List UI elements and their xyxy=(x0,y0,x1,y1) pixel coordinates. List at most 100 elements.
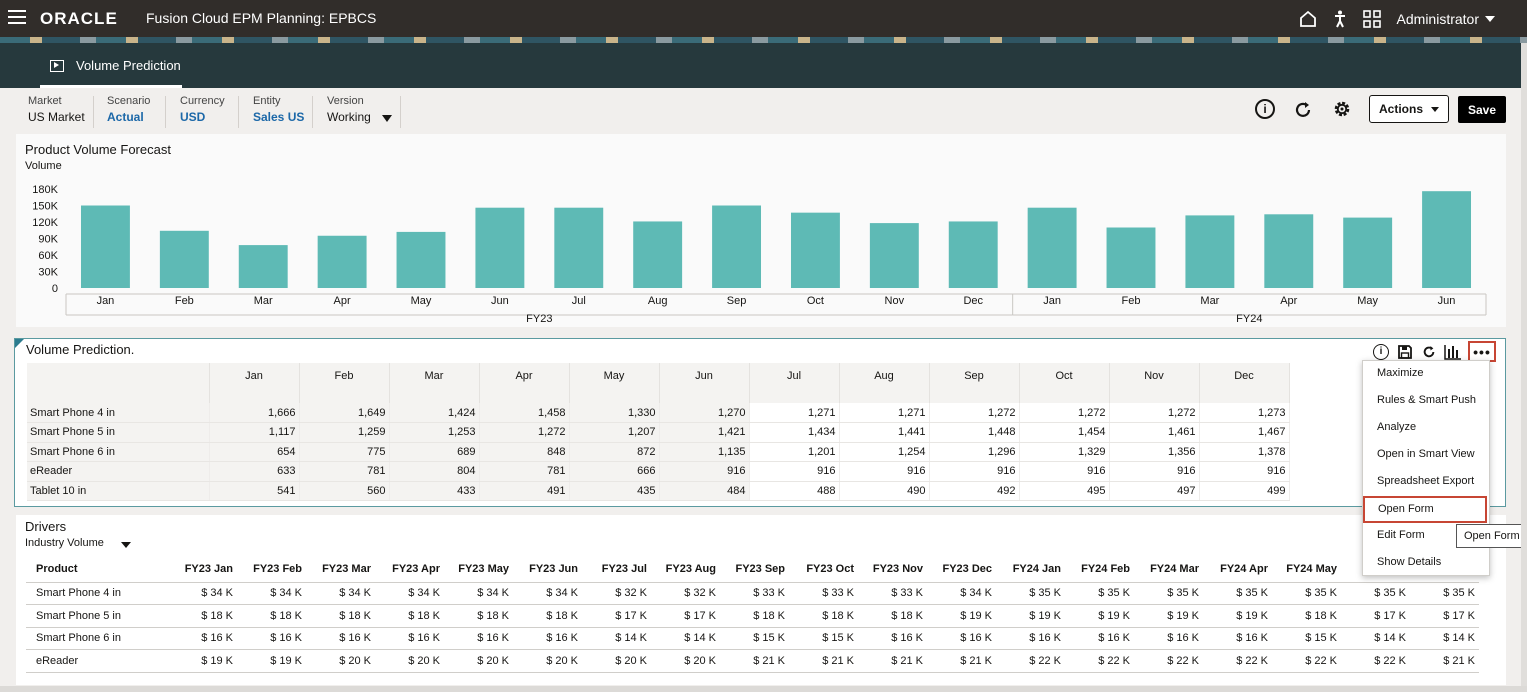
column-header[interactable]: Jul xyxy=(749,363,840,403)
menu-item-show-details[interactable]: Show Details xyxy=(1377,556,1442,568)
data-cell[interactable]: 1,271 xyxy=(839,403,930,423)
data-cell[interactable]: $ 18 K xyxy=(168,604,237,628)
data-cell[interactable]: 484 xyxy=(659,481,750,501)
data-cell[interactable]: 1,441 xyxy=(839,422,930,443)
horizontal-scrollbar[interactable] xyxy=(0,686,1527,692)
row-header[interactable]: Smart Phone 5 in xyxy=(27,422,210,443)
column-header[interactable]: FY23 Apr xyxy=(375,556,444,583)
save-button[interactable]: Save xyxy=(1458,96,1506,123)
data-cell[interactable]: 1,273 xyxy=(1199,403,1290,423)
data-cell[interactable]: $ 34 K xyxy=(927,582,996,605)
data-cell[interactable]: $ 16 K xyxy=(1134,627,1203,650)
data-cell[interactable]: 1,207 xyxy=(569,422,660,443)
data-cell[interactable]: 560 xyxy=(299,481,390,501)
column-header[interactable]: Aug xyxy=(839,363,930,403)
column-header[interactable]: Jun xyxy=(659,363,750,403)
data-cell[interactable]: $ 35 K xyxy=(996,582,1065,605)
tab-volume-prediction[interactable]: Volume Prediction xyxy=(40,43,182,88)
row-header[interactable]: Smart Phone 4 in xyxy=(27,403,210,423)
data-cell[interactable]: $ 18 K xyxy=(444,604,513,628)
row-header[interactable]: Smart Phone 6 in xyxy=(27,442,210,462)
data-cell[interactable]: $ 16 K xyxy=(237,627,306,650)
home-icon[interactable] xyxy=(1297,8,1319,30)
menu-item-spreadsheet-export[interactable]: Spreadsheet Export xyxy=(1377,475,1475,487)
data-cell[interactable]: $ 17 K xyxy=(1410,604,1479,628)
actions-button[interactable]: Actions xyxy=(1369,95,1449,123)
version-dropdown-icon[interactable] xyxy=(382,115,392,122)
menu-item-open-in-smart-view[interactable]: Open in Smart View xyxy=(1377,448,1475,460)
data-cell[interactable]: 1,254 xyxy=(839,442,930,462)
data-cell[interactable]: 1,135 xyxy=(659,442,750,462)
data-cell[interactable]: 916 xyxy=(1109,461,1200,482)
data-cell[interactable]: $ 34 K xyxy=(168,582,237,605)
data-cell[interactable]: $ 35 K xyxy=(1341,582,1410,605)
data-cell[interactable]: 1,253 xyxy=(389,422,480,443)
pov-entity[interactable]: Entity Sales US xyxy=(253,95,304,129)
data-cell[interactable]: $ 34 K xyxy=(444,582,513,605)
column-header[interactable]: FY24 May xyxy=(1272,556,1341,583)
data-cell[interactable]: 1,201 xyxy=(749,442,840,462)
data-cell[interactable]: 499 xyxy=(1199,481,1290,501)
pov-version[interactable]: Version Working xyxy=(327,95,371,129)
data-cell[interactable]: 1,259 xyxy=(299,422,390,443)
column-header[interactable]: FY23 Nov xyxy=(858,556,927,583)
pov-market[interactable]: Market US Market xyxy=(28,95,85,129)
column-header[interactable]: FY23 Sep xyxy=(720,556,789,583)
product-column-header[interactable]: Product xyxy=(26,556,168,583)
data-cell[interactable]: $ 15 K xyxy=(1272,627,1341,650)
vertical-scrollbar[interactable] xyxy=(1521,43,1527,692)
data-cell[interactable]: $ 14 K xyxy=(651,627,720,650)
data-cell[interactable]: $ 16 K xyxy=(306,627,375,650)
data-cell[interactable]: 1,461 xyxy=(1109,422,1200,443)
row-header[interactable]: Smart Phone 6 in xyxy=(26,627,168,650)
data-cell[interactable]: $ 17 K xyxy=(1341,604,1410,628)
navigator-grid-icon[interactable] xyxy=(1361,8,1383,30)
data-cell[interactable]: $ 16 K xyxy=(1065,627,1134,650)
column-header[interactable]: Mar xyxy=(389,363,480,403)
data-cell[interactable]: $ 32 K xyxy=(582,582,651,605)
data-cell[interactable]: $ 33 K xyxy=(789,582,858,605)
data-cell[interactable]: $ 15 K xyxy=(720,627,789,650)
gear-icon[interactable] xyxy=(1331,98,1353,123)
data-cell[interactable]: $ 20 K xyxy=(651,649,720,673)
data-cell[interactable]: $ 21 K xyxy=(720,649,789,673)
data-cell[interactable]: 804 xyxy=(389,461,480,482)
data-cell[interactable]: $ 35 K xyxy=(1065,582,1134,605)
data-cell[interactable]: $ 19 K xyxy=(1065,604,1134,628)
row-header[interactable]: Smart Phone 5 in xyxy=(26,604,168,628)
data-cell[interactable]: $ 34 K xyxy=(375,582,444,605)
data-cell[interactable]: $ 16 K xyxy=(927,627,996,650)
data-cell[interactable]: $ 20 K xyxy=(306,649,375,673)
data-cell[interactable]: $ 22 K xyxy=(1134,649,1203,673)
data-cell[interactable]: $ 35 K xyxy=(1203,582,1272,605)
data-cell[interactable]: $ 16 K xyxy=(168,627,237,650)
data-cell[interactable]: 916 xyxy=(659,461,750,482)
data-cell[interactable]: 491 xyxy=(479,481,570,501)
menu-item-edit-form[interactable]: Edit Form xyxy=(1377,529,1425,541)
row-header[interactable]: Tablet 10 in xyxy=(27,481,210,501)
column-header[interactable]: FY23 Feb xyxy=(237,556,306,583)
data-cell[interactable]: $ 14 K xyxy=(1410,627,1479,650)
data-cell[interactable]: $ 18 K xyxy=(513,604,582,628)
data-cell[interactable]: $ 18 K xyxy=(858,604,927,628)
data-cell[interactable]: $ 19 K xyxy=(1203,604,1272,628)
column-header[interactable]: FY24 Jan xyxy=(996,556,1065,583)
data-cell[interactable]: 490 xyxy=(839,481,930,501)
data-cell[interactable]: 1,649 xyxy=(299,403,390,423)
data-cell[interactable]: 433 xyxy=(389,481,480,501)
data-cell[interactable]: $ 33 K xyxy=(858,582,927,605)
column-header[interactable]: FY23 Jun xyxy=(513,556,582,583)
data-cell[interactable]: $ 16 K xyxy=(1203,627,1272,650)
data-cell[interactable]: $ 20 K xyxy=(375,649,444,673)
column-header[interactable]: FY23 Mar xyxy=(306,556,375,583)
data-cell[interactable]: 1,458 xyxy=(479,403,570,423)
data-cell[interactable]: 916 xyxy=(839,461,930,482)
data-cell[interactable]: $ 35 K xyxy=(1272,582,1341,605)
column-header[interactable]: FY23 Jan xyxy=(168,556,237,583)
pov-scenario[interactable]: Scenario Actual xyxy=(107,95,150,129)
row-header[interactable]: Smart Phone 4 in xyxy=(26,582,168,605)
data-cell[interactable]: 1,272 xyxy=(479,422,570,443)
data-cell[interactable]: $ 18 K xyxy=(306,604,375,628)
data-cell[interactable]: $ 18 K xyxy=(720,604,789,628)
data-cell[interactable]: 1,424 xyxy=(389,403,480,423)
